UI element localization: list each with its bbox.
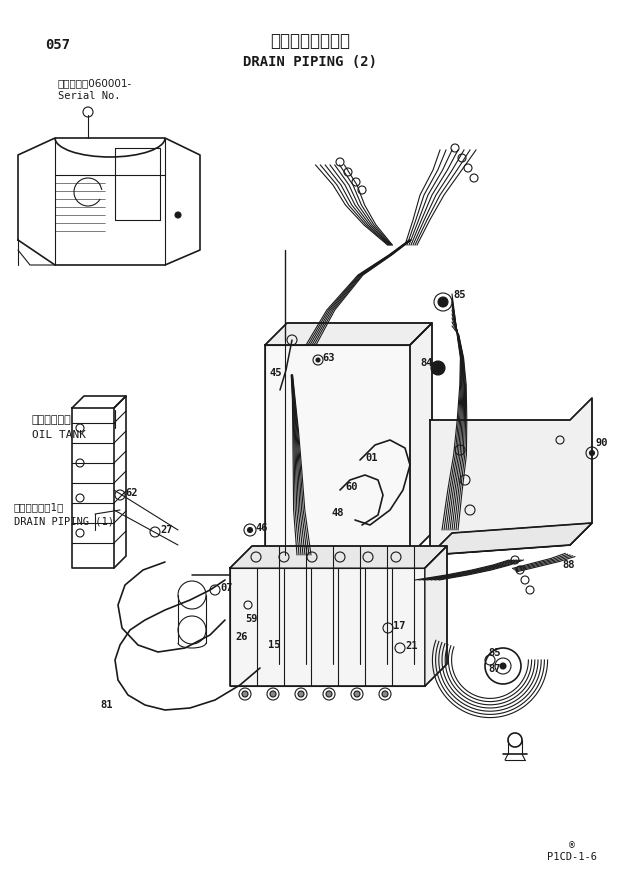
Text: 81: 81 (100, 700, 112, 710)
Text: OIL TANK: OIL TANK (32, 430, 86, 440)
Text: 85: 85 (453, 290, 466, 300)
Text: 26: 26 (235, 632, 247, 642)
Circle shape (316, 358, 320, 362)
Text: 45: 45 (270, 368, 283, 378)
Text: ドレン配管（２）: ドレン配管（２） (270, 32, 350, 50)
Polygon shape (230, 546, 447, 568)
Circle shape (270, 691, 276, 697)
Circle shape (242, 691, 248, 697)
Polygon shape (410, 323, 432, 555)
Text: 17: 17 (393, 621, 405, 631)
Text: DRAIN PIPING (1): DRAIN PIPING (1) (14, 516, 114, 526)
Text: オイルタンク: オイルタンク (32, 415, 72, 425)
Polygon shape (265, 345, 410, 555)
Text: 適用号機　060001-: 適用号機 060001- (58, 78, 132, 88)
Polygon shape (430, 523, 592, 555)
Text: 84: 84 (420, 358, 433, 368)
Circle shape (175, 212, 181, 218)
Text: Serial No.: Serial No. (58, 91, 120, 101)
Text: 15: 15 (268, 640, 280, 650)
Circle shape (500, 663, 506, 669)
Circle shape (431, 361, 445, 375)
Polygon shape (265, 323, 432, 345)
Polygon shape (430, 398, 592, 555)
Text: 057: 057 (45, 38, 70, 52)
Circle shape (298, 691, 304, 697)
Text: 60: 60 (345, 482, 358, 492)
Text: P1CD-1-6: P1CD-1-6 (547, 852, 597, 862)
Text: 85: 85 (488, 648, 500, 658)
Polygon shape (230, 568, 425, 686)
Circle shape (247, 527, 252, 533)
Text: DRAIN PIPING (2): DRAIN PIPING (2) (243, 55, 377, 69)
Text: 48: 48 (332, 508, 345, 518)
Text: 62: 62 (125, 488, 138, 498)
Text: 07: 07 (220, 583, 232, 593)
Circle shape (354, 691, 360, 697)
Text: 46: 46 (255, 523, 267, 533)
Text: 59: 59 (245, 614, 257, 624)
Text: ®: ® (569, 840, 575, 850)
Text: 90: 90 (596, 438, 608, 448)
Text: 27: 27 (160, 525, 172, 535)
Text: 01: 01 (365, 453, 378, 463)
Text: ドレン配管（1）: ドレン配管（1） (14, 502, 64, 512)
Circle shape (382, 691, 388, 697)
Text: 21: 21 (405, 641, 417, 651)
Text: 88: 88 (562, 560, 575, 570)
Text: 87: 87 (488, 664, 500, 674)
Circle shape (326, 691, 332, 697)
Circle shape (438, 297, 448, 307)
Text: 63: 63 (322, 353, 335, 363)
Polygon shape (425, 546, 447, 686)
Circle shape (590, 450, 595, 456)
